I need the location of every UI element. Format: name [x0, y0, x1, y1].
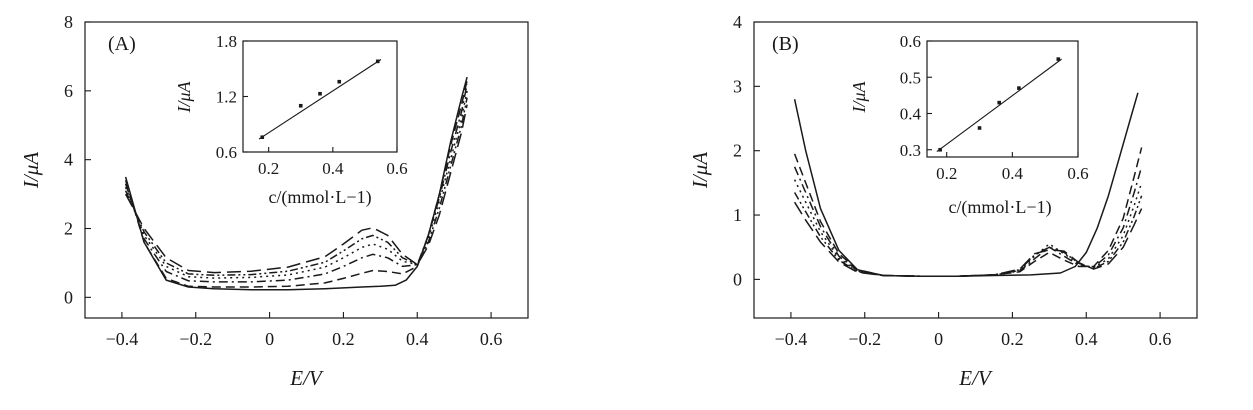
panel-a-inset-y-label: I/μA [174, 80, 194, 113]
panel-a-inset-ticks: 0.2 0.4 0.6 0.6 1.2 1.8 [216, 32, 408, 178]
panel-b-y-axis-label: I/μA [688, 152, 712, 189]
inset-y-tick-label: 1.8 [216, 32, 237, 51]
series-line-6 [793, 201, 1143, 277]
inset-data-point [318, 91, 322, 96]
inset-data-point [298, 103, 303, 108]
x-tick-label: −0.2 [179, 329, 212, 349]
series-line-1 [124, 76, 468, 291]
inset-y-tick-label: 1.2 [216, 88, 237, 107]
inset-fit-line [936, 58, 1062, 153]
series-line-3 [793, 166, 1143, 277]
panel-a: −0.4 −0.2 0 0.2 0.4 0.6 0 2 4 6 8 (A) I/μA E/V 0.2… [19, 12, 529, 390]
y-tick-label: 1 [733, 205, 742, 225]
panel-a-inset-x-label: c/(mmol·L−1) [268, 187, 371, 208]
series-line-5 [793, 192, 1143, 277]
inset-y-tick-label: 0.6 [900, 32, 921, 51]
panel-b-inset-ticks: 0.2 0.4 0.6 0.3 0.4 0.5 0.6 [900, 32, 1089, 183]
panel-b-inset: 0.2 0.4 0.6 0.3 0.4 0.5 0.6 I/μA c/(mmol·L−1) [849, 32, 1089, 218]
panel-b-inset-frame [926, 40, 1079, 158]
series-line-6 [124, 104, 468, 274]
panel-a-inset: 0.2 0.4 0.6 0.6 1.2 1.8 I/μA c/(mmol·L−1) [174, 32, 408, 208]
panel-a-inset-frame [242, 40, 398, 153]
panel-b-inset-x-label: c/(mmol·L−1) [948, 197, 1051, 218]
panel-b-plot-frame [753, 21, 1198, 319]
inset-data-point [1017, 86, 1021, 90]
panel-a-label: (A) [108, 33, 136, 55]
panel-a-x-axis-label: E/V [289, 366, 324, 390]
panel-b-x-axis-label: E/V [958, 366, 993, 390]
inset-x-tick-label: 0.6 [1067, 164, 1088, 183]
inset-data-point [938, 147, 942, 152]
panel-b: −0.4 −0.2 0 0.2 0.4 0.6 0 1 2 3 4 (B) I/μA E/V 0.2… [688, 12, 1198, 390]
panel-b-inset-marks [936, 57, 1062, 153]
panel-b-inset-y-label: I/μA [849, 80, 869, 113]
panel-a-axis-ticks: −0.4 −0.2 0 0.2 0.4 0.6 0 2 4 6 8 [64, 12, 502, 349]
series-line-2 [124, 80, 468, 288]
x-tick-label: −0.2 [848, 329, 881, 349]
inset-x-tick-label: 0.6 [386, 159, 407, 178]
series-line-1 [793, 92, 1139, 277]
inset-fit-line [258, 59, 382, 140]
x-tick-label: 0.2 [332, 329, 355, 349]
panel-a-plot-frame [84, 21, 529, 319]
y-tick-label: 2 [64, 219, 73, 239]
inset-data-point [997, 100, 1002, 105]
inset-y-tick-label: 0.4 [900, 105, 922, 124]
inset-x-tick-label: 0.4 [322, 159, 344, 178]
panel-a-series-group [124, 76, 468, 291]
series-line-3 [124, 83, 468, 283]
panel-b-label: (B) [772, 33, 799, 55]
series-line-5 [124, 97, 468, 277]
x-tick-label: 0.4 [406, 329, 429, 349]
inset-y-tick-label: 0.3 [900, 141, 921, 160]
inset-data-point [977, 126, 982, 130]
panel-b-series-group [793, 92, 1143, 277]
y-tick-label: 8 [64, 12, 73, 32]
y-tick-label: 0 [64, 287, 73, 307]
x-tick-label: 0.6 [480, 329, 503, 349]
y-tick-label: 0 [733, 269, 742, 289]
inset-y-tick-label: 0.6 [216, 143, 237, 162]
x-tick-label: −0.4 [775, 329, 808, 349]
y-tick-label: 3 [733, 76, 742, 96]
inset-x-tick-label: 0.4 [1002, 164, 1024, 183]
inset-y-tick-label: 0.5 [900, 68, 921, 87]
series-line-4 [124, 90, 468, 279]
x-tick-label: 0.4 [1075, 329, 1098, 349]
inset-x-tick-label: 0.2 [936, 164, 957, 183]
inset-data-point [375, 59, 380, 64]
inset-data-point [337, 79, 342, 84]
panel-a-inset-marks [258, 59, 382, 140]
x-tick-label: 0.2 [1001, 329, 1024, 349]
y-tick-label: 4 [64, 150, 73, 170]
series-line-4 [793, 179, 1143, 277]
inset-data-point [260, 135, 265, 139]
x-tick-label: 0 [934, 329, 943, 349]
y-tick-label: 4 [733, 12, 742, 32]
x-tick-label: −0.4 [106, 329, 139, 349]
inset-data-point [1056, 57, 1061, 61]
y-tick-label: 2 [733, 141, 742, 161]
x-tick-label: 0.6 [1149, 329, 1172, 349]
panel-b-axis-ticks: −0.4 −0.2 0 0.2 0.4 0.6 0 1 2 3 4 [733, 12, 1171, 349]
y-tick-label: 6 [64, 81, 73, 101]
inset-x-tick-label: 0.2 [258, 159, 279, 178]
panel-a-y-axis-label: I/μA [19, 152, 43, 189]
x-tick-label: 0 [265, 329, 274, 349]
